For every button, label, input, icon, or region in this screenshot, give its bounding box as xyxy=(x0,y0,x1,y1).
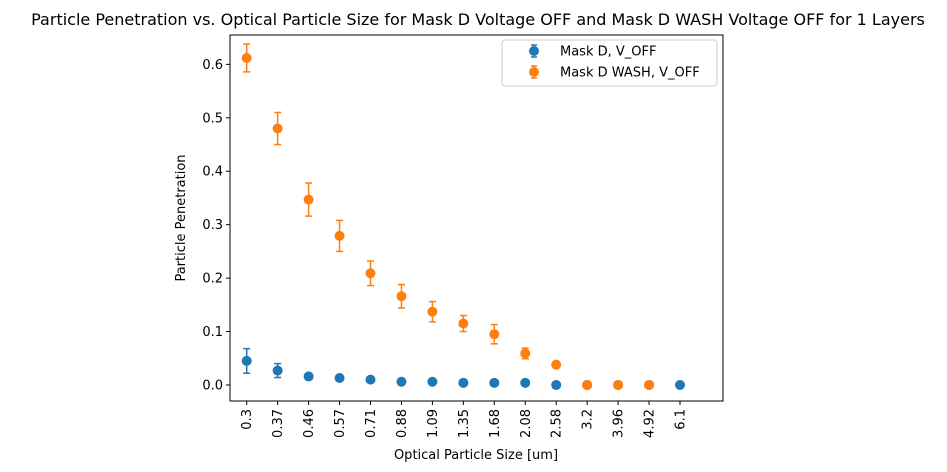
x-tick-label: 0.3 xyxy=(240,409,255,430)
legend-marker xyxy=(529,67,539,77)
chart-title: Particle Penetration vs. Optical Particl… xyxy=(31,10,925,29)
data-point xyxy=(303,194,314,205)
legend-label: Mask D WASH, V_OFF xyxy=(560,66,700,81)
data-point xyxy=(427,376,438,387)
x-tick-label: 1.68 xyxy=(488,409,503,438)
data-point xyxy=(334,230,345,241)
data-point xyxy=(458,318,469,329)
y-tick-label: 0.2 xyxy=(202,272,223,287)
x-axis: 0.3 0.37 0.46 0.57 0.71 0.88 1.09 1.35 1.68 2.08 2… xyxy=(240,401,689,438)
y-tick-label: 0.5 xyxy=(202,111,223,126)
data-point xyxy=(675,379,685,390)
x-tick-label: 1.35 xyxy=(457,409,472,438)
data-point xyxy=(365,268,376,279)
data-point xyxy=(551,379,562,390)
data-point xyxy=(303,371,314,382)
data-point xyxy=(551,359,562,370)
data-point xyxy=(396,376,407,387)
plot-area: 0.0 0.1 0.2 0.3 0.4 0.5 0.6 0.3 0.37 0.46 0.57 0.7… xyxy=(202,34,724,438)
x-tick-label: 0.71 xyxy=(364,409,379,438)
data-point xyxy=(272,365,283,376)
y-tick-label: 0.0 xyxy=(202,378,223,393)
data-point xyxy=(520,348,531,359)
x-tick-label: 0.46 xyxy=(302,409,317,438)
legend-label: Mask D, V_OFF xyxy=(560,45,656,60)
y-tick-label: 0.6 xyxy=(202,58,223,73)
data-point xyxy=(520,377,531,388)
series-2 xyxy=(241,43,655,390)
data-point xyxy=(241,355,252,366)
data-point xyxy=(613,379,624,390)
data-point xyxy=(241,52,252,63)
y-axis: 0.0 0.1 0.2 0.3 0.4 0.5 0.6 xyxy=(202,58,230,393)
y-tick-label: 0.3 xyxy=(202,218,223,233)
x-tick-label: 2.58 xyxy=(550,409,565,438)
plot-frame xyxy=(229,34,724,402)
data-point xyxy=(489,377,500,388)
x-tick-label: 0.88 xyxy=(395,409,410,438)
x-tick-label: 0.37 xyxy=(271,409,286,438)
y-axis-label: Particle Penetration xyxy=(174,154,189,281)
x-tick-label: 2.08 xyxy=(519,409,534,438)
x-tick-label: 3.96 xyxy=(612,409,627,438)
data-point xyxy=(334,373,345,384)
legend-frame xyxy=(501,39,718,87)
y-tick-label: 0.4 xyxy=(202,165,223,180)
data-point xyxy=(489,329,500,340)
x-tick-label: 1.09 xyxy=(426,409,441,438)
data-point xyxy=(272,123,283,134)
data-point xyxy=(644,379,655,390)
data-point xyxy=(365,374,376,385)
y-tick-label: 0.1 xyxy=(202,325,223,340)
data-point xyxy=(582,379,593,390)
series-layer xyxy=(241,43,685,390)
x-tick-label: 6.1 xyxy=(674,409,689,430)
x-tick-label: 4.92 xyxy=(643,409,658,438)
x-tick-label: 0.57 xyxy=(333,409,348,438)
legend-marker xyxy=(529,46,539,56)
x-axis-label: Optical Particle Size [um] xyxy=(394,448,558,463)
data-point xyxy=(427,306,438,317)
legend-items: Mask D, V_OFF Mask D WASH, V_OFF xyxy=(529,44,700,81)
legend: Mask D, V_OFF Mask D WASH, V_OFF xyxy=(501,39,718,87)
x-tick-label: 3.2 xyxy=(581,409,596,430)
data-point xyxy=(396,291,407,302)
data-point xyxy=(458,377,469,388)
